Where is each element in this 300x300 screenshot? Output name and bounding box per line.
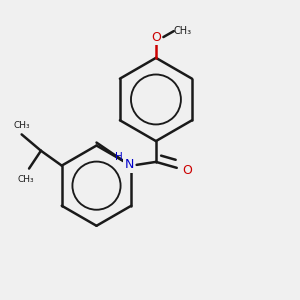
Text: CH₃: CH₃	[18, 175, 34, 184]
Text: N: N	[124, 158, 134, 171]
Text: O: O	[183, 164, 193, 177]
Text: CH₃: CH₃	[174, 26, 192, 36]
Text: H: H	[115, 152, 123, 162]
Text: O: O	[151, 31, 161, 44]
Text: CH₃: CH₃	[13, 121, 30, 130]
